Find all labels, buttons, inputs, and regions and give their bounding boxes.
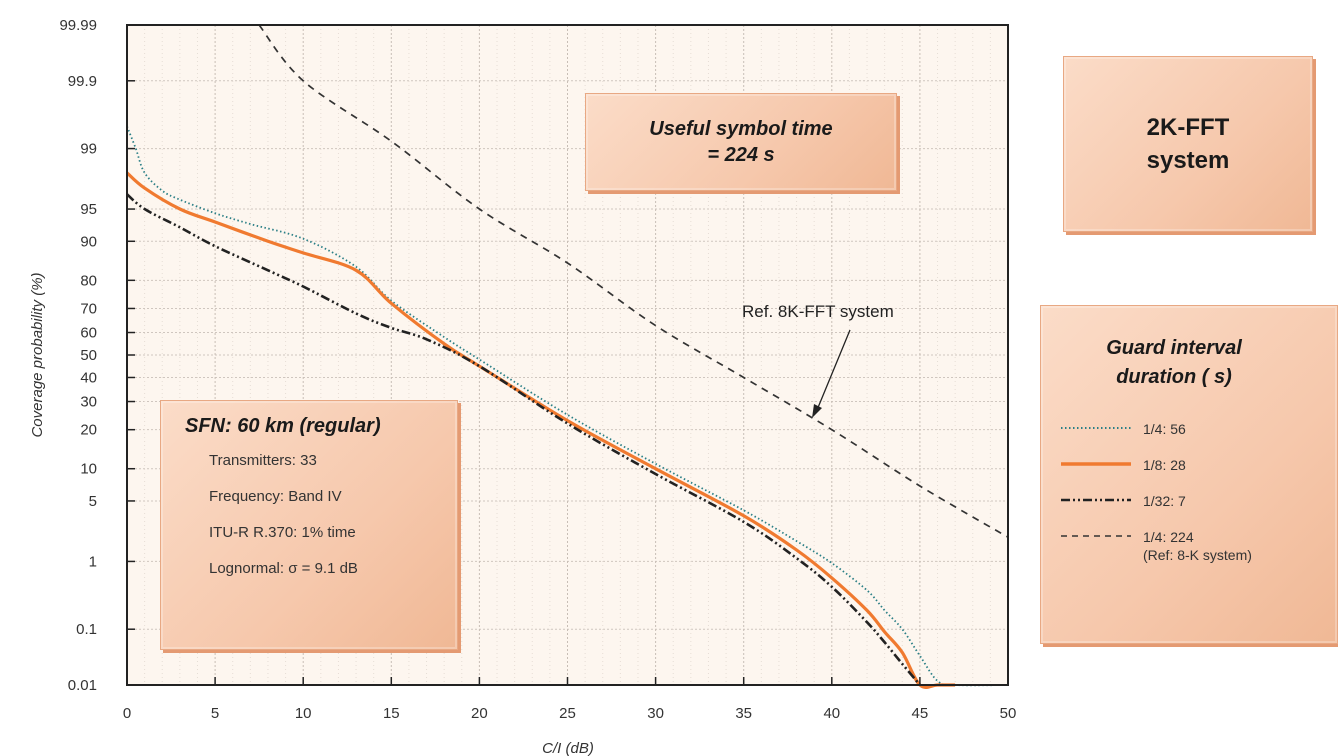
legend-title-line1: Guard interval bbox=[1106, 337, 1242, 359]
legend-title-line2: duration ( s) bbox=[1116, 366, 1232, 388]
sfn-frequency: Frequency: Band IV bbox=[209, 488, 342, 505]
useful-symbol-time-line2: = 224 s bbox=[707, 144, 775, 166]
annotation-arrow bbox=[816, 329, 851, 411]
legend-label: 1/8: 28 bbox=[1143, 457, 1186, 473]
y-tick-label: 0.1 bbox=[76, 621, 97, 638]
sfn-lognormal: Lognormal: σ = 9.1 dB bbox=[209, 560, 358, 577]
y-tick-label: 5 bbox=[89, 493, 97, 510]
y-tick-label: 80 bbox=[80, 272, 97, 289]
series-layer bbox=[125, 24, 1009, 689]
x-tick-label: 25 bbox=[559, 705, 576, 722]
system-line1: 2K-FFT bbox=[1146, 114, 1230, 141]
legend-label: 1/32: 7 bbox=[1143, 493, 1186, 509]
y-tick-label: 70 bbox=[80, 300, 97, 317]
x-ticks: 0 5 10 15 20 25 30 35 40 45 50 bbox=[123, 677, 1017, 722]
y-ticks: 0.01 0.1 1 5 10 20 30 40 50 60 70 80 90 95 99 99.9 99.99 bbox=[59, 17, 135, 694]
legend-swatch-solid bbox=[1061, 462, 1131, 466]
y-tick-label: 99.99 bbox=[59, 17, 97, 34]
x-tick-label: 35 bbox=[735, 705, 752, 722]
annotation-arrowhead bbox=[812, 404, 822, 418]
legend-label-main: 1/4: 224 bbox=[1143, 529, 1194, 545]
sfn-propagation: ITU-R R.370: 1% time bbox=[209, 524, 356, 541]
sfn-transmitters: Transmitters: 33 bbox=[209, 452, 317, 469]
y-tick-label: 95 bbox=[80, 201, 97, 218]
legend-label: 1/4: 224 (Ref: 8-K system) bbox=[1143, 528, 1252, 564]
sfn-title: SFN: 60 km (regular) bbox=[185, 415, 381, 437]
y-tick-label: 50 bbox=[80, 347, 97, 364]
legend-title: Guard interval duration ( s) bbox=[1041, 334, 1337, 392]
y-tick-label: 90 bbox=[80, 233, 97, 250]
x-tick-label: 10 bbox=[295, 705, 312, 722]
legend-swatch-dotted bbox=[1061, 427, 1131, 429]
y-tick-label: 40 bbox=[80, 369, 97, 386]
system-line2: system bbox=[1146, 147, 1230, 174]
series-line-solid bbox=[125, 171, 956, 689]
legend-swatch-dashed bbox=[1061, 535, 1131, 537]
legend-swatch-dashdot bbox=[1061, 498, 1131, 502]
x-tick-label: 5 bbox=[211, 705, 219, 722]
legend-item-solid: 1/8: 28 bbox=[1061, 456, 1337, 480]
x-tick-label: 20 bbox=[471, 705, 488, 722]
x-axis-title: C/I (dB) bbox=[542, 740, 594, 756]
x-tick-label: 40 bbox=[823, 705, 840, 722]
y-tick-label: 60 bbox=[80, 325, 97, 342]
series-line-dotted bbox=[126, 126, 1009, 687]
legend-label-sub: (Ref: 8-K system) bbox=[1143, 547, 1252, 563]
x-tick-label: 30 bbox=[647, 705, 664, 722]
useful-symbol-time-box: Useful symbol time = 224 s bbox=[585, 93, 897, 191]
y-axis-title: Coverage probability (%) bbox=[29, 272, 46, 437]
ref-annotation: Ref. 8K-FFT system bbox=[742, 302, 894, 321]
x-tick-label: 50 bbox=[1000, 705, 1017, 722]
y-tick-label: 99 bbox=[80, 141, 97, 158]
sfn-box: SFN: 60 km (regular) Transmitters: 33 Fr… bbox=[160, 400, 458, 650]
x-tick-label: 0 bbox=[123, 705, 131, 722]
y-tick-label: 20 bbox=[80, 422, 97, 439]
system-box: 2K-FFT system bbox=[1063, 56, 1313, 232]
x-tick-label: 15 bbox=[383, 705, 400, 722]
legend-item-dashed: 1/4: 224 (Ref: 8-K system) bbox=[1061, 528, 1337, 572]
useful-symbol-time-line1: Useful symbol time bbox=[649, 118, 833, 140]
y-tick-label: 30 bbox=[80, 394, 97, 411]
legend-item-dotted: 1/4: 56 bbox=[1061, 420, 1337, 444]
series-line-dashed bbox=[258, 24, 1009, 538]
x-tick-label: 45 bbox=[912, 705, 929, 722]
legend-label: 1/4: 56 bbox=[1143, 421, 1186, 437]
y-tick-label: 0.01 bbox=[68, 677, 97, 694]
legend-box: Guard interval duration ( s) 1/4: 56 1/8… bbox=[1040, 305, 1338, 644]
y-tick-label: 1 bbox=[89, 553, 97, 570]
y-tick-label: 99.9 bbox=[68, 73, 97, 90]
legend-item-dashdot: 1/32: 7 bbox=[1061, 492, 1337, 516]
y-tick-label: 10 bbox=[80, 461, 97, 478]
